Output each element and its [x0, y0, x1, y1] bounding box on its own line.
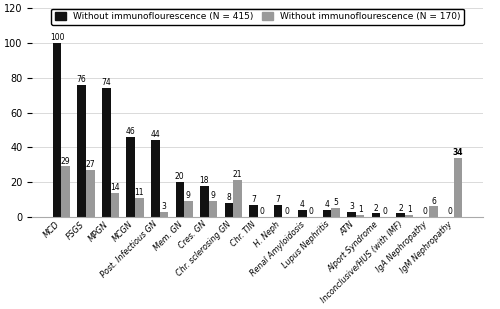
Bar	[233, 180, 241, 217]
Bar	[372, 214, 380, 217]
Text: 7: 7	[251, 195, 256, 204]
Bar	[208, 201, 217, 217]
Text: 1: 1	[407, 205, 412, 214]
Text: 5: 5	[333, 198, 338, 207]
Text: 9: 9	[210, 191, 216, 200]
Text: 76: 76	[77, 75, 86, 84]
Text: 0: 0	[447, 207, 452, 216]
Text: 8: 8	[226, 193, 231, 202]
Bar	[126, 137, 135, 217]
Bar	[62, 167, 70, 217]
Bar	[396, 214, 405, 217]
Text: 3: 3	[349, 202, 354, 211]
Bar	[430, 206, 438, 217]
Text: 20: 20	[175, 172, 184, 181]
Text: 0: 0	[422, 207, 428, 216]
Text: 4: 4	[324, 200, 330, 209]
Bar	[405, 215, 413, 217]
Text: 0: 0	[308, 207, 314, 216]
Bar	[102, 88, 110, 217]
Bar	[249, 205, 258, 217]
Text: 21: 21	[232, 171, 242, 180]
Text: 11: 11	[134, 188, 144, 197]
Bar	[298, 210, 306, 217]
Text: 44: 44	[150, 130, 160, 139]
Text: 29: 29	[61, 157, 70, 166]
Text: 3: 3	[162, 202, 166, 211]
Bar	[160, 212, 168, 217]
Text: 0: 0	[382, 207, 387, 216]
Text: 100: 100	[50, 33, 64, 42]
Bar	[347, 212, 356, 217]
Text: 9: 9	[186, 191, 191, 200]
Bar	[184, 201, 192, 217]
Text: 14: 14	[110, 183, 120, 192]
Bar	[151, 140, 160, 217]
Bar	[86, 170, 94, 217]
Text: 18: 18	[200, 176, 209, 185]
Legend: Without immunoflourescence (N = 415), Without immunoflourescence (N = 170): Without immunoflourescence (N = 415), Wi…	[51, 9, 465, 25]
Text: 4: 4	[300, 200, 305, 209]
Text: 46: 46	[126, 127, 136, 136]
Text: 1: 1	[358, 205, 362, 214]
Bar	[176, 182, 184, 217]
Text: 7: 7	[276, 195, 280, 204]
Text: 34: 34	[453, 148, 464, 157]
Text: 27: 27	[86, 160, 95, 169]
Bar	[356, 215, 364, 217]
Bar	[53, 43, 62, 217]
Bar	[274, 205, 282, 217]
Bar	[322, 210, 332, 217]
Bar	[135, 198, 143, 217]
Text: 0: 0	[284, 207, 289, 216]
Bar	[200, 185, 208, 217]
Bar	[78, 85, 86, 217]
Bar	[110, 193, 119, 217]
Text: 6: 6	[431, 197, 436, 205]
Bar	[332, 208, 340, 217]
Text: 2: 2	[398, 204, 403, 213]
Text: 2: 2	[374, 204, 378, 213]
Text: 74: 74	[102, 78, 111, 87]
Bar	[454, 158, 462, 217]
Text: 0: 0	[260, 207, 264, 216]
Bar	[224, 203, 233, 217]
